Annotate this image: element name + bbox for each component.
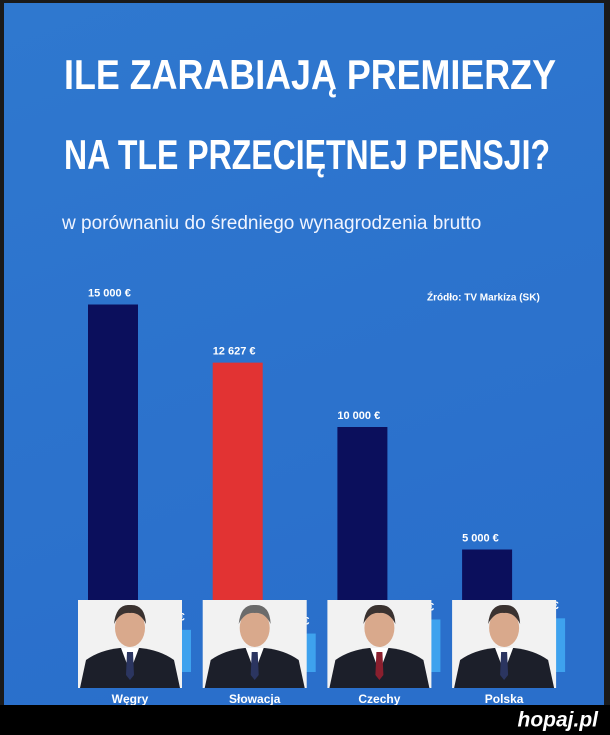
portrait-head [364, 609, 395, 647]
portrait [78, 600, 182, 688]
watermark: hopaj.pl [518, 709, 600, 732]
category-label: Węgry [112, 692, 149, 706]
portrait-head [489, 609, 520, 647]
portrait [202, 600, 307, 688]
portrait-hair [488, 604, 521, 624]
value-label: 5 000 € [462, 532, 499, 544]
footer-bar [0, 705, 610, 735]
portrait [327, 600, 432, 688]
portrait-hair [363, 604, 396, 624]
subtitle: w porównaniu do średniego wynagrodzenia … [61, 213, 481, 234]
source: Źródło: TV Markíza (SK) [427, 291, 540, 304]
portrait-head [115, 609, 145, 647]
category-label: Słowacja [229, 692, 281, 706]
portrait-tie [375, 652, 384, 680]
plot: 15 000 €1 721 €12 627 €1 569 €10 000 €2 … [78, 287, 566, 706]
value-label: 12 627 € [213, 346, 256, 358]
portrait-hair [114, 604, 146, 624]
chart-title: NA TLE PRZECIĘTNEJ PENSJI? [64, 131, 550, 178]
category-label: Czechy [358, 692, 400, 706]
chart-title: ILE ZARABIAJĄ PREMIERZY [64, 51, 556, 98]
portrait [452, 600, 557, 688]
portrait-hair [238, 604, 271, 624]
portrait-tie [250, 652, 259, 680]
value-label: 10 000 € [337, 410, 380, 422]
value-label: 15 000 € [88, 287, 131, 299]
category-label: Polska [485, 692, 524, 706]
portrait-tie [500, 652, 509, 680]
portrait-tie [126, 652, 134, 680]
portrait-head [239, 609, 270, 647]
